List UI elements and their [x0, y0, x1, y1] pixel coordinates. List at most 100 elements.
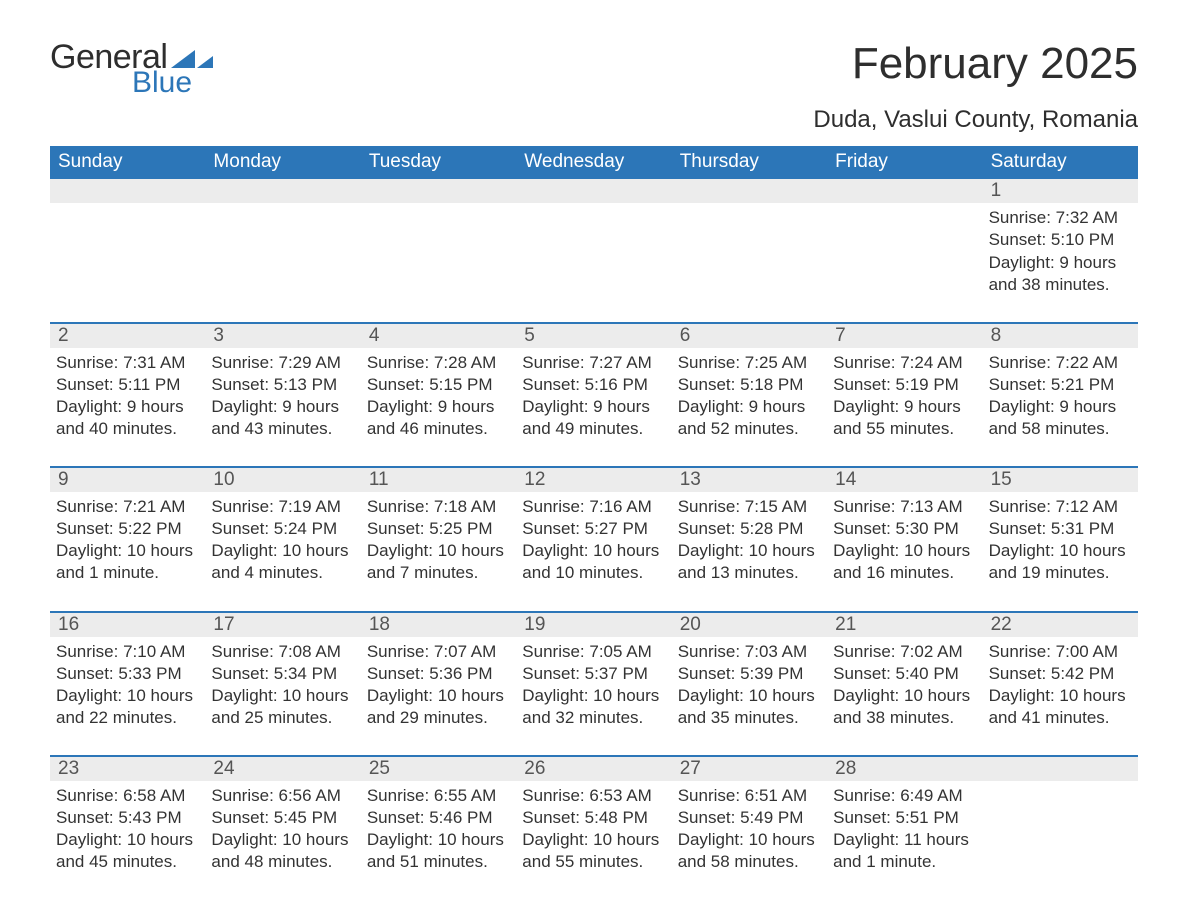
day-number: 4 — [361, 324, 516, 348]
day-number: 8 — [983, 324, 1138, 348]
sunrise-line: Sunrise: 6:58 AM — [56, 785, 199, 807]
day-details: Sunrise: 6:51 AMSunset: 5:49 PMDaylight:… — [678, 785, 821, 873]
day-number: 14 — [827, 468, 982, 492]
sunrise-line: Sunrise: 7:31 AM — [56, 352, 199, 374]
weekday-tuesday: Tuesday — [361, 146, 516, 179]
day-cell: 18Sunrise: 7:07 AMSunset: 5:36 PMDayligh… — [361, 613, 516, 733]
day-details: Sunrise: 7:10 AMSunset: 5:33 PMDaylight:… — [56, 641, 199, 729]
sunrise-line: Sunrise: 7:13 AM — [833, 496, 976, 518]
day-number: 12 — [516, 468, 671, 492]
sunrise-line: Sunrise: 7:27 AM — [522, 352, 665, 374]
sunset-line: Sunset: 5:21 PM — [989, 374, 1132, 396]
day-cell: 23Sunrise: 6:58 AMSunset: 5:43 PMDayligh… — [50, 757, 205, 877]
sunset-line: Sunset: 5:34 PM — [211, 663, 354, 685]
sunrise-line: Sunrise: 6:53 AM — [522, 785, 665, 807]
day-details: Sunrise: 7:28 AMSunset: 5:15 PMDaylight:… — [367, 352, 510, 440]
daylight-line: Daylight: 9 hours and 43 minutes. — [211, 396, 354, 440]
day-number: 10 — [205, 468, 360, 492]
daylight-line: Daylight: 10 hours and 51 minutes. — [367, 829, 510, 873]
daylight-line: Daylight: 10 hours and 22 minutes. — [56, 685, 199, 729]
day-details: Sunrise: 7:16 AMSunset: 5:27 PMDaylight:… — [522, 496, 665, 584]
day-details: Sunrise: 7:25 AMSunset: 5:18 PMDaylight:… — [678, 352, 821, 440]
day-number — [672, 179, 827, 203]
day-number: 6 — [672, 324, 827, 348]
weekday-sunday: Sunday — [50, 146, 205, 179]
sunrise-line: Sunrise: 6:56 AM — [211, 785, 354, 807]
day-cell: 25Sunrise: 6:55 AMSunset: 5:46 PMDayligh… — [361, 757, 516, 877]
week-row: 9 Sunrise: 7:21 AMSunset: 5:22 PMDaylight… — [50, 466, 1138, 588]
week-row: 2Sunrise: 7:31 AMSunset: 5:11 PMDaylight… — [50, 322, 1138, 444]
sunrise-line: Sunrise: 7:08 AM — [211, 641, 354, 663]
day-number: 11 — [361, 468, 516, 492]
sunrise-line: Sunrise: 7:02 AM — [833, 641, 976, 663]
day-cell: 13Sunrise: 7:15 AMSunset: 5:28 PMDayligh… — [672, 468, 827, 588]
day-details: Sunrise: 6:58 AMSunset: 5:43 PMDaylight:… — [56, 785, 199, 873]
day-cell: 16Sunrise: 7:10 AMSunset: 5:33 PMDayligh… — [50, 613, 205, 733]
sunrise-line: Sunrise: 7:28 AM — [367, 352, 510, 374]
day-details: Sunrise: 6:53 AMSunset: 5:48 PMDaylight:… — [522, 785, 665, 873]
empty-cell — [983, 757, 1138, 877]
day-number: 21 — [827, 613, 982, 637]
day-number: 9 — [50, 468, 205, 492]
title-block: February 2025 Duda, Vaslui County, Roman… — [813, 40, 1138, 134]
day-details: Sunrise: 7:08 AMSunset: 5:34 PMDaylight:… — [211, 641, 354, 729]
sunrise-line: Sunrise: 7:05 AM — [522, 641, 665, 663]
sunset-line: Sunset: 5:48 PM — [522, 807, 665, 829]
day-cell: 8 Sunrise: 7:22 AMSunset: 5:21 PMDaylight… — [983, 324, 1138, 444]
day-details: Sunrise: 7:29 AMSunset: 5:13 PMDaylight:… — [211, 352, 354, 440]
brand-logo: General Blue — [50, 40, 213, 98]
sunset-line: Sunset: 5:51 PM — [833, 807, 976, 829]
sunset-line: Sunset: 5:16 PM — [522, 374, 665, 396]
day-details: Sunrise: 7:18 AMSunset: 5:25 PMDaylight:… — [367, 496, 510, 584]
day-details: Sunrise: 7:19 AMSunset: 5:24 PMDaylight:… — [211, 496, 354, 584]
weeks-container: 1Sunrise: 7:32 AMSunset: 5:10 PMDaylight… — [50, 179, 1138, 877]
day-details: Sunrise: 7:22 AMSunset: 5:21 PMDaylight:… — [989, 352, 1132, 440]
day-details: Sunrise: 6:56 AMSunset: 5:45 PMDaylight:… — [211, 785, 354, 873]
day-details: Sunrise: 7:24 AMSunset: 5:19 PMDaylight:… — [833, 352, 976, 440]
day-number: 28 — [827, 757, 982, 781]
day-details: Sunrise: 6:55 AMSunset: 5:46 PMDaylight:… — [367, 785, 510, 873]
day-cell: 20Sunrise: 7:03 AMSunset: 5:39 PMDayligh… — [672, 613, 827, 733]
sunset-line: Sunset: 5:30 PM — [833, 518, 976, 540]
sunrise-line: Sunrise: 7:21 AM — [56, 496, 199, 518]
day-number — [827, 179, 982, 203]
sunset-line: Sunset: 5:37 PM — [522, 663, 665, 685]
daylight-line: Daylight: 10 hours and 38 minutes. — [833, 685, 976, 729]
day-details: Sunrise: 7:27 AMSunset: 5:16 PMDaylight:… — [522, 352, 665, 440]
sunrise-line: Sunrise: 7:16 AM — [522, 496, 665, 518]
daylight-line: Daylight: 10 hours and 29 minutes. — [367, 685, 510, 729]
day-details: Sunrise: 7:13 AMSunset: 5:30 PMDaylight:… — [833, 496, 976, 584]
sunset-line: Sunset: 5:49 PM — [678, 807, 821, 829]
sunrise-line: Sunrise: 7:19 AM — [211, 496, 354, 518]
day-cell: 19Sunrise: 7:05 AMSunset: 5:37 PMDayligh… — [516, 613, 671, 733]
sunset-line: Sunset: 5:40 PM — [833, 663, 976, 685]
day-number — [361, 179, 516, 203]
day-cell: 27 Sunrise: 6:51 AMSunset: 5:49 PMDayligh… — [672, 757, 827, 877]
daylight-line: Daylight: 10 hours and 58 minutes. — [678, 829, 821, 873]
weekday-monday: Monday — [205, 146, 360, 179]
day-number — [983, 757, 1138, 781]
day-cell: 28Sunrise: 6:49 AMSunset: 5:51 PMDayligh… — [827, 757, 982, 877]
daylight-line: Daylight: 9 hours and 55 minutes. — [833, 396, 976, 440]
empty-cell — [672, 179, 827, 299]
day-number: 26 — [516, 757, 671, 781]
day-number: 27 — [672, 757, 827, 781]
daylight-line: Daylight: 11 hours and 1 minute. — [833, 829, 976, 873]
empty-cell — [516, 179, 671, 299]
daylight-line: Daylight: 9 hours and 58 minutes. — [989, 396, 1132, 440]
day-number: 13 — [672, 468, 827, 492]
sunset-line: Sunset: 5:22 PM — [56, 518, 199, 540]
day-number — [50, 179, 205, 203]
sunset-line: Sunset: 5:39 PM — [678, 663, 821, 685]
sunset-line: Sunset: 5:43 PM — [56, 807, 199, 829]
sunrise-line: Sunrise: 7:29 AM — [211, 352, 354, 374]
weekday-friday: Friday — [827, 146, 982, 179]
day-number: 19 — [516, 613, 671, 637]
sunrise-line: Sunrise: 7:25 AM — [678, 352, 821, 374]
sunset-line: Sunset: 5:18 PM — [678, 374, 821, 396]
daylight-line: Daylight: 9 hours and 49 minutes. — [522, 396, 665, 440]
brand-word-2: Blue — [132, 68, 213, 98]
daylight-line: Daylight: 10 hours and 1 minute. — [56, 540, 199, 584]
day-cell: 24Sunrise: 6:56 AMSunset: 5:45 PMDayligh… — [205, 757, 360, 877]
day-details: Sunrise: 7:32 AMSunset: 5:10 PMDaylight:… — [989, 207, 1132, 295]
